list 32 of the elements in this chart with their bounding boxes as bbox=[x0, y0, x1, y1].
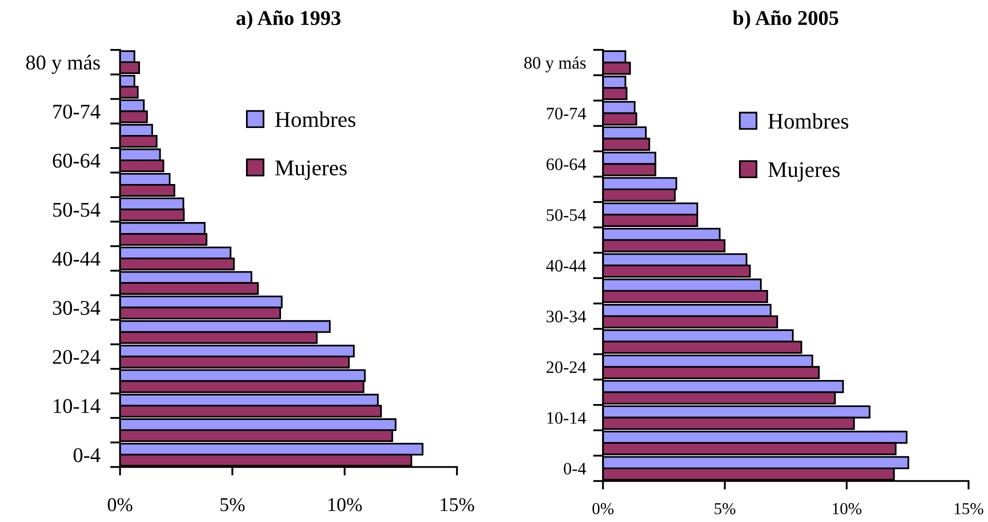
y-tick-label: 20-24 bbox=[52, 350, 100, 364]
x-tick-label: 5% bbox=[714, 503, 736, 514]
y-tick-label: 70-74 bbox=[546, 108, 586, 120]
legend-label: Hombres bbox=[768, 113, 848, 129]
chart-title: a) Año 1993 bbox=[236, 10, 340, 30]
y-tick-label: 0-4 bbox=[74, 448, 100, 462]
y-tick-label: 80 y más bbox=[524, 56, 586, 72]
y-tick-label: 0-4 bbox=[564, 462, 586, 475]
y-tick-label: 10-14 bbox=[54, 399, 100, 414]
x-tick-label: 10% bbox=[328, 498, 362, 512]
x-tick-label: 5% bbox=[220, 498, 245, 512]
y-tick-label: 80 y más bbox=[26, 54, 100, 74]
x-tick-label: 15% bbox=[440, 498, 474, 512]
x-tick-label: 0% bbox=[108, 498, 132, 512]
y-tick-label: 70-74 bbox=[53, 104, 100, 119]
chart-title: b) Año 2005 bbox=[732, 10, 838, 30]
y-tick-label: 50-54 bbox=[546, 209, 586, 221]
y-tick-label: 60-64 bbox=[546, 158, 586, 170]
y-tick-label: 40-44 bbox=[546, 260, 586, 272]
y-tick-label: 30-34 bbox=[546, 310, 586, 322]
y-tick-label: 60-64 bbox=[52, 154, 100, 168]
x-tick-label: 0% bbox=[592, 503, 614, 514]
legend-label: Mujeres bbox=[275, 160, 347, 180]
y-tick-label: 30-34 bbox=[52, 300, 100, 315]
x-tick-label: 10% bbox=[832, 503, 862, 514]
legend-label: Mujeres bbox=[768, 162, 840, 182]
y-tick-label: 40-44 bbox=[52, 252, 100, 266]
y-tick-label: 10-14 bbox=[547, 412, 586, 424]
legend-label: Hombres bbox=[275, 111, 356, 128]
x-tick-label: 15% bbox=[954, 503, 984, 514]
y-tick-label: 20-24 bbox=[546, 361, 586, 374]
y-tick-label: 50-54 bbox=[53, 202, 100, 217]
